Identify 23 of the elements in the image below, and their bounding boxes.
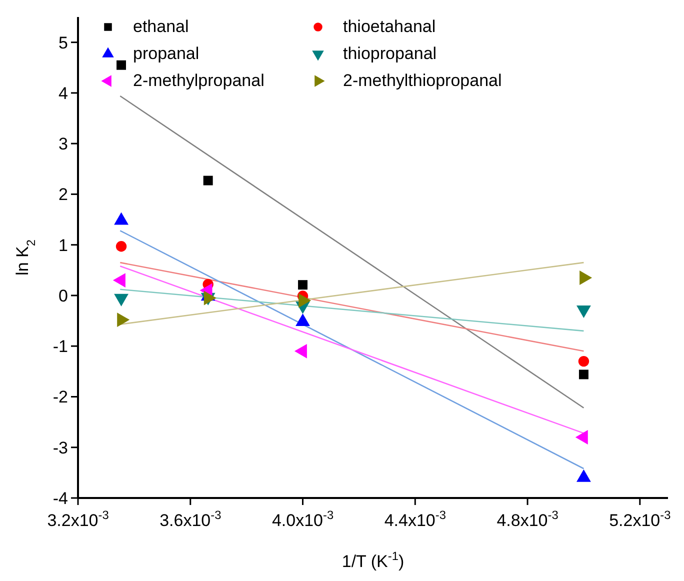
y-tick-label: 4 [58,84,68,103]
y-tick-label: 3 [58,134,68,154]
legend-label: 2-methylpropanal [133,71,264,90]
x-axis-title: 1/T (K$^{-1}$) [342,549,404,571]
x-tick-label: 4.0x10$^{-3}$ [272,508,334,530]
y-tick-label: -2 [52,388,68,407]
legend-label: thiopropanal [343,44,437,63]
legend-label: 2-methylthiopropanal [343,71,502,90]
x-tick-label: 3.2x10$^{-3}$ [47,508,110,530]
x-tick-label: 4.8x10$^{-3}$ [496,508,559,530]
x-tick-label: 3.6x10$^{-3}$ [160,508,222,530]
y-tick-label: -3 [52,438,68,458]
legend-label: propanal [133,44,200,63]
x-tick-label: 5.2x10$^{-3}$ [609,508,672,530]
legend-label: thioetahanal [343,17,436,36]
y-tick-label: 5 [58,33,68,52]
y-tick-label: 2 [58,185,68,204]
y-tick-label: 1 [58,236,68,255]
y-tick-label: -1 [52,337,68,356]
legend-label: ethanal [133,17,189,36]
y-tick-label: 0 [58,286,68,306]
x-tick-label: 4.4x10$^{-3}$ [384,508,446,530]
y-tick-label: -4 [52,489,68,508]
